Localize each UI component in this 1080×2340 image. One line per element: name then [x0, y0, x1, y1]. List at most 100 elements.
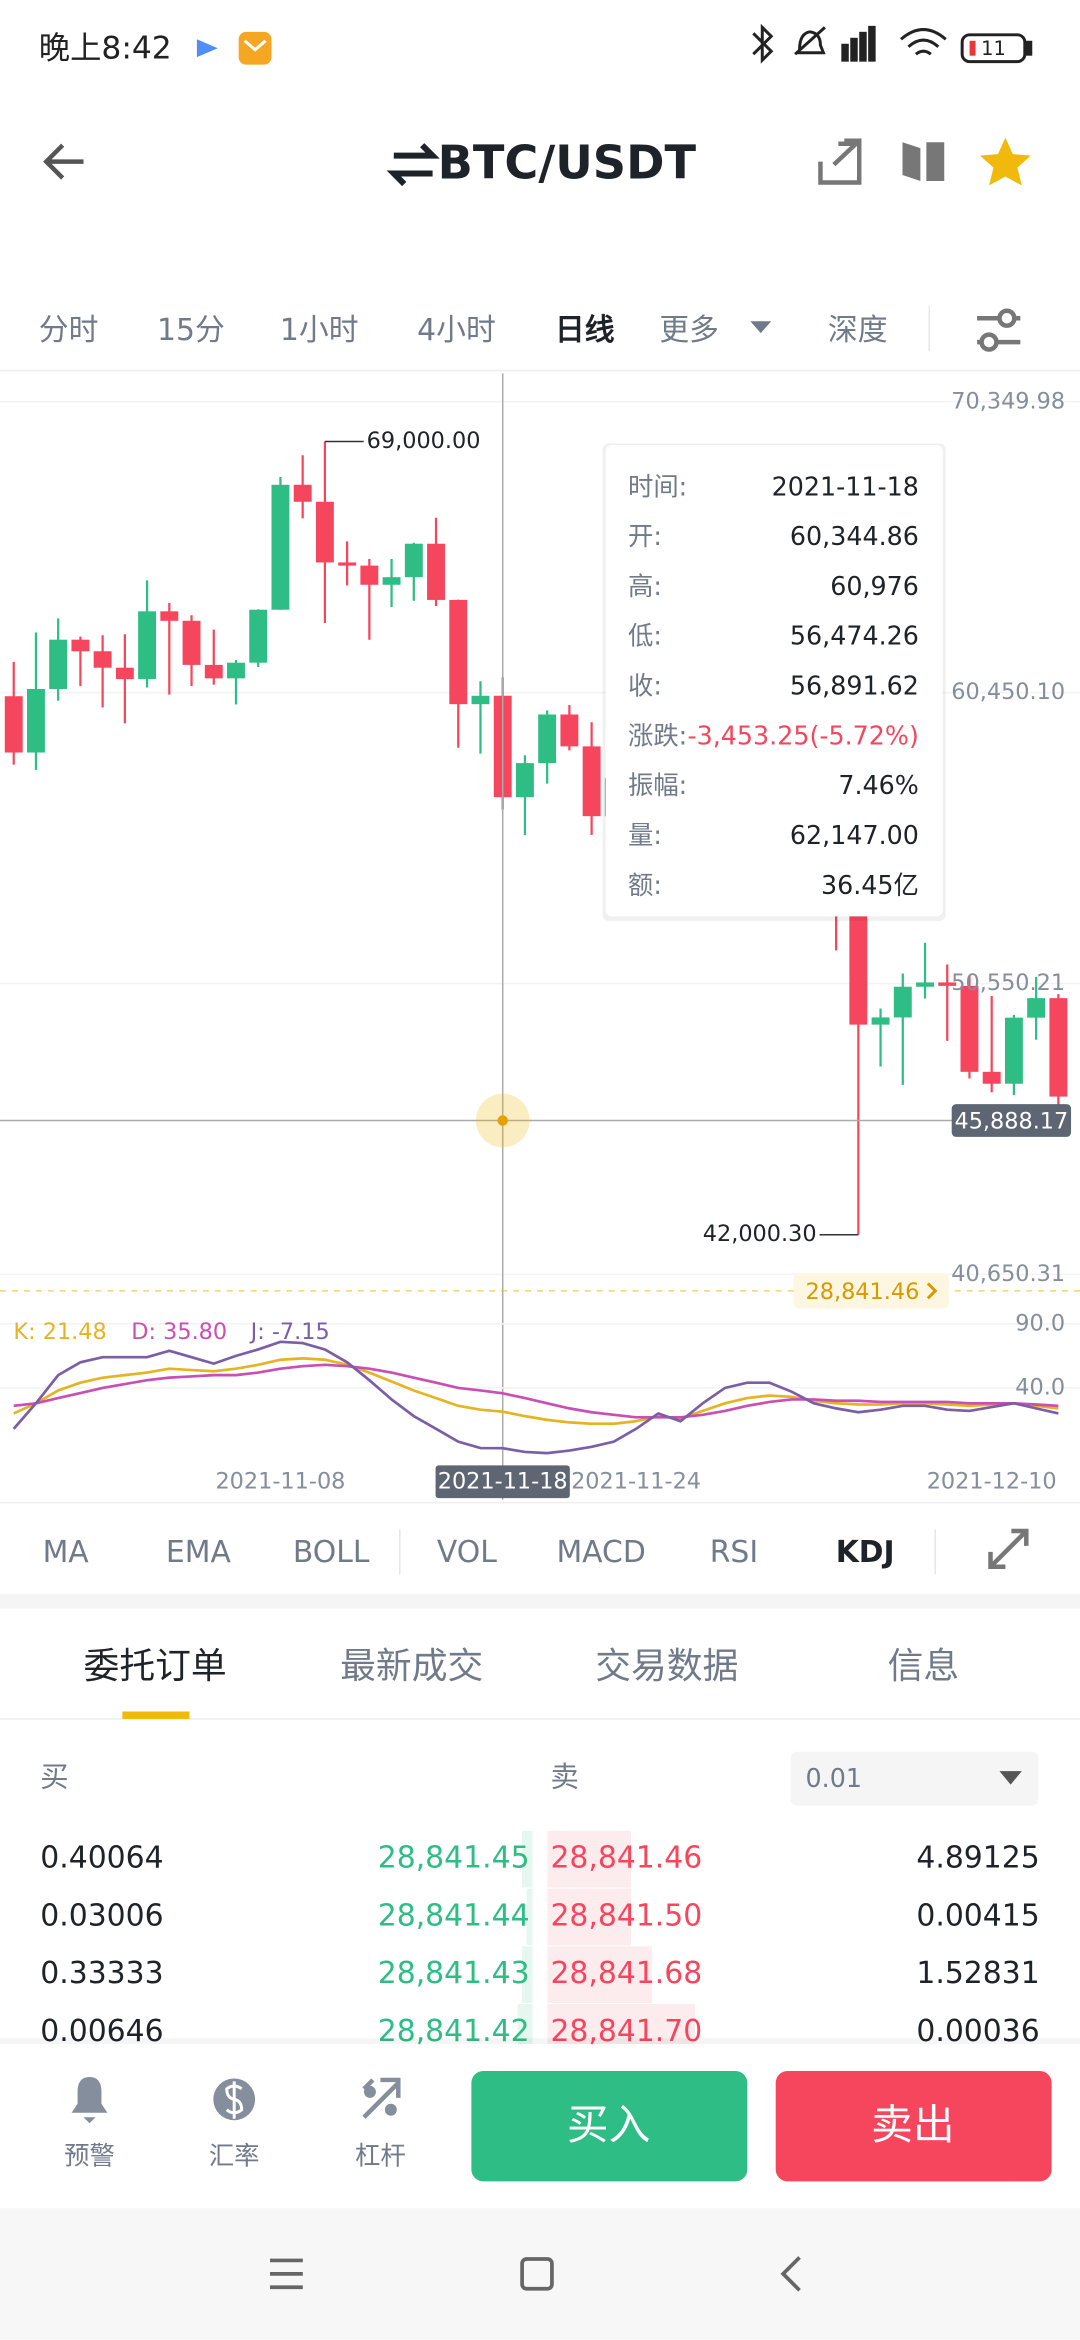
interval-tab[interactable]: 15分	[157, 313, 225, 348]
nav-bar	[0, 2208, 1080, 2340]
candle-body	[538, 714, 557, 764]
settings-button[interactable]	[977, 308, 1021, 352]
y-tick-label: 60,450.10	[951, 679, 1065, 705]
ask-qty: 4.89125	[916, 1841, 1039, 1876]
candle-body	[515, 763, 534, 798]
bid-price: 28,841.43	[378, 1956, 530, 1991]
dropdown-arrow	[999, 1771, 1022, 1785]
y-tick-label: 70,349.98	[951, 388, 1065, 414]
sell-label[interactable]: 卖出	[871, 2100, 955, 2149]
candle-body	[916, 982, 934, 987]
candle-body	[982, 1071, 1001, 1084]
indicator-tab[interactable]: RSI	[710, 1535, 758, 1570]
precision[interactable]: 0.01	[806, 1763, 862, 1793]
share-button[interactable]	[818, 138, 862, 185]
buy-label[interactable]: 买入	[567, 2100, 650, 2149]
order-tab[interactable]: 信息	[888, 1646, 960, 1687]
indicator-tab[interactable]: MACD	[556, 1535, 645, 1570]
candle-body	[960, 985, 979, 1072]
nav-back[interactable]	[780, 2256, 801, 2292]
mode-button[interactable]	[902, 142, 945, 181]
kdj-line	[13, 1363, 1059, 1419]
bottom-item[interactable]: 杠杆	[355, 2141, 406, 2171]
ask-header: 卖	[550, 1761, 578, 1794]
back-button[interactable]	[43, 143, 84, 180]
annotation-label: 69,000.00	[367, 428, 481, 454]
interval-tab[interactable]: 日线	[555, 313, 615, 348]
candle-body	[271, 484, 290, 610]
indicator-tab[interactable]: KDJ	[836, 1535, 895, 1570]
x-tick-label: 2021-11-08	[215, 1468, 345, 1494]
annotation-label: 42,000.30	[703, 1221, 817, 1247]
tooltip-label: 低:	[628, 621, 662, 651]
candle-body	[893, 986, 912, 1018]
leverage-dot	[363, 2085, 376, 2098]
bid-price: 28,841.45	[378, 1841, 530, 1876]
candle-body	[404, 543, 423, 578]
precision-select[interactable]	[790, 1751, 1039, 1806]
indicator-tab[interactable]: VOL	[437, 1535, 497, 1570]
favorite-button[interactable]	[980, 137, 1031, 186]
candle-body	[938, 982, 957, 986]
status-time: 晚上8:42	[39, 31, 172, 67]
battery-level	[969, 40, 976, 56]
tooltip	[605, 445, 943, 917]
indicator-tab[interactable]: EMA	[166, 1535, 232, 1570]
tooltip-value: 60,344.86	[790, 521, 919, 551]
bottom-item[interactable]: 汇率	[209, 2141, 260, 2171]
bottom-bar-shadow	[0, 2038, 1080, 2045]
order-tab[interactable]: 交易数据	[595, 1646, 738, 1687]
ask-depth	[547, 1888, 631, 1946]
candle-body	[115, 667, 134, 680]
leverage-dot	[384, 2103, 397, 2116]
kdj-legend: J: -7.15	[249, 1319, 330, 1345]
interval-tab[interactable]: 4小时	[417, 313, 496, 348]
crosshair-dot	[497, 1115, 508, 1126]
buy-button[interactable]	[471, 2070, 748, 2182]
candle-body	[249, 609, 268, 663]
tooltip-value: 62,147.00	[790, 820, 919, 850]
order-tab[interactable]: 委托订单	[84, 1646, 227, 1687]
tooltip-label: 收:	[628, 671, 662, 701]
tooltip-label: 高:	[628, 571, 662, 601]
nav-home[interactable]	[520, 2257, 554, 2291]
leverage-icon	[362, 2077, 401, 2119]
tooltip-label: 时间:	[628, 471, 687, 501]
candle-body	[138, 611, 157, 680]
y-tick-label: 50,550.21	[951, 970, 1065, 996]
interval-tab[interactable]: 深度	[828, 313, 888, 348]
bottom-item[interactable]: 预警	[64, 2141, 115, 2171]
order-tab[interactable]: 最新成交	[340, 1646, 483, 1687]
candle-body	[1004, 1017, 1023, 1084]
swap-icon[interactable]	[386, 143, 440, 187]
ask-price: 28,841.70	[550, 2014, 702, 2049]
candle-body	[4, 696, 23, 753]
bid-price: 28,841.44	[378, 1898, 530, 1933]
indicator-tab[interactable]: BOLL	[293, 1535, 370, 1570]
status-icons	[752, 23, 1033, 64]
alert-icon	[71, 2076, 108, 2124]
tooltip-value: 7.46%	[838, 770, 919, 800]
ask-qty: 0.00415	[916, 1898, 1039, 1933]
candle-body	[315, 501, 334, 563]
candle-body	[427, 543, 445, 600]
last-price-box[interactable]	[793, 1272, 949, 1309]
mail-glyph	[243, 39, 267, 52]
indicator-tab[interactable]: MA	[43, 1535, 90, 1570]
candle-body	[338, 562, 357, 566]
interval-tab[interactable]: 1小时	[280, 313, 359, 348]
candle-body	[49, 639, 68, 689]
candle-body	[849, 893, 868, 1025]
kdj-legend: D: 35.80	[131, 1319, 227, 1345]
kdj-line	[12, 1340, 1059, 1455]
ask-price: 28,841.46	[550, 1841, 702, 1876]
crosshair-price: 45,888.17	[954, 1109, 1068, 1135]
last-price[interactable]: 28,841.46	[806, 1279, 920, 1305]
nav-menu[interactable]	[270, 2258, 303, 2290]
sell-button[interactable]	[775, 2070, 1052, 2182]
interval-tab[interactable]: 分时	[39, 313, 99, 348]
fullscreen-button[interactable]	[988, 1528, 1029, 1570]
interval-tab[interactable]: 更多	[659, 313, 719, 348]
